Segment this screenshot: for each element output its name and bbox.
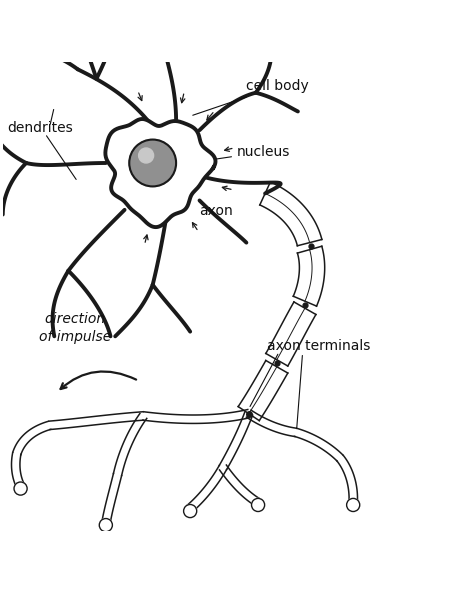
Circle shape (14, 482, 27, 495)
Circle shape (346, 498, 360, 512)
Text: axon terminals: axon terminals (267, 339, 371, 353)
Circle shape (129, 139, 176, 186)
Polygon shape (105, 119, 216, 227)
Circle shape (183, 505, 197, 518)
Circle shape (99, 518, 112, 532)
Text: direction
of impulse: direction of impulse (39, 311, 111, 344)
Text: dendrites: dendrites (8, 121, 73, 135)
Text: axon: axon (200, 203, 233, 218)
Text: nucleus: nucleus (176, 145, 291, 165)
Circle shape (252, 498, 264, 512)
Circle shape (138, 148, 154, 163)
Text: cell body: cell body (193, 79, 309, 115)
